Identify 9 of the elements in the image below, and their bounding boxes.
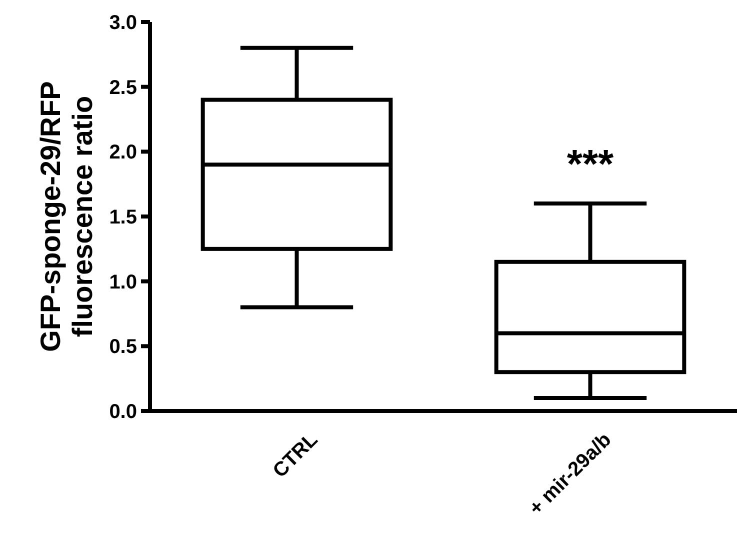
y-tick-label: 0.0 [109,401,137,423]
y-tick-label: 2.0 [109,142,137,164]
annotation: *** [566,142,614,187]
y-tick-label: 0.5 [109,336,137,358]
y-axis-title: GFP-sponge-29/RFP fluorescence ratio [35,81,98,352]
y-tick-label: 3.0 [109,12,137,34]
y-tick-label: 1.0 [109,271,137,294]
y-tick-label: 1.5 [109,206,137,228]
y-tick-label: 2.5 [109,76,137,99]
